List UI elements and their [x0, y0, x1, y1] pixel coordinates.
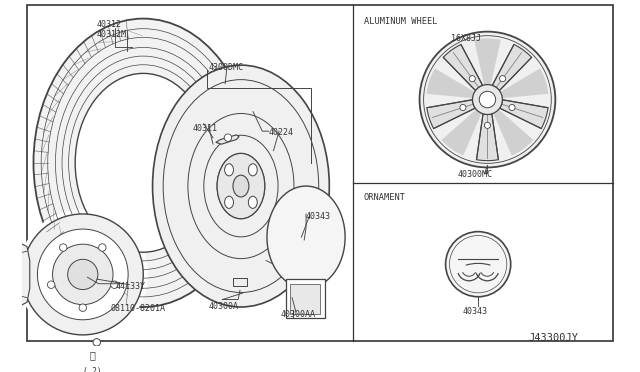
- Circle shape: [500, 76, 506, 82]
- Circle shape: [93, 339, 100, 346]
- Ellipse shape: [248, 164, 257, 176]
- Wedge shape: [493, 109, 533, 155]
- Ellipse shape: [225, 196, 234, 208]
- Text: Ⓑ: Ⓑ: [89, 350, 95, 360]
- Circle shape: [22, 214, 143, 335]
- Circle shape: [99, 244, 106, 251]
- Wedge shape: [500, 68, 548, 98]
- Text: 40224: 40224: [269, 128, 294, 137]
- Circle shape: [18, 209, 148, 340]
- Circle shape: [460, 105, 466, 110]
- Ellipse shape: [225, 164, 234, 176]
- Text: 08110-8201A: 08110-8201A: [111, 304, 166, 313]
- Circle shape: [479, 91, 495, 108]
- Polygon shape: [492, 45, 532, 91]
- Ellipse shape: [233, 175, 249, 197]
- Wedge shape: [474, 38, 500, 85]
- Circle shape: [509, 105, 515, 110]
- Text: ORNAMENT: ORNAMENT: [364, 193, 406, 202]
- Polygon shape: [477, 114, 499, 161]
- Ellipse shape: [75, 73, 211, 252]
- Wedge shape: [427, 68, 475, 98]
- Bar: [285, 279, 324, 318]
- Circle shape: [484, 122, 490, 128]
- Text: 44133Y: 44133Y: [115, 282, 145, 291]
- Circle shape: [445, 232, 511, 297]
- Text: 16X8JJ: 16X8JJ: [451, 35, 481, 44]
- Circle shape: [79, 304, 86, 311]
- Polygon shape: [427, 100, 476, 129]
- Polygon shape: [216, 135, 239, 144]
- Bar: [290, 284, 320, 314]
- Circle shape: [47, 281, 55, 288]
- Text: 40300AA: 40300AA: [281, 310, 316, 319]
- Circle shape: [469, 76, 476, 82]
- Text: J43300JY: J43300JY: [529, 333, 579, 343]
- Circle shape: [68, 259, 98, 289]
- Ellipse shape: [217, 153, 265, 219]
- Ellipse shape: [267, 186, 345, 288]
- Text: 40300A: 40300A: [209, 302, 238, 311]
- Circle shape: [472, 84, 502, 115]
- Ellipse shape: [33, 19, 253, 307]
- Polygon shape: [500, 100, 548, 129]
- Text: 40343: 40343: [306, 212, 331, 221]
- Text: 40343: 40343: [463, 307, 488, 316]
- Circle shape: [60, 244, 67, 251]
- Polygon shape: [444, 45, 483, 91]
- Text: ALUMINUM WHEEL: ALUMINUM WHEEL: [364, 17, 437, 26]
- Text: 40312: 40312: [97, 20, 122, 29]
- Polygon shape: [232, 278, 248, 286]
- Circle shape: [111, 281, 118, 288]
- Ellipse shape: [248, 196, 257, 208]
- Text: 4300DMC: 4300DMC: [209, 63, 243, 72]
- Text: ( 2): ( 2): [83, 366, 101, 372]
- Wedge shape: [442, 109, 481, 155]
- Circle shape: [37, 229, 128, 320]
- Text: 40300MC: 40300MC: [458, 170, 493, 179]
- Text: 40311: 40311: [193, 124, 218, 133]
- Polygon shape: [4, 242, 29, 307]
- Circle shape: [52, 244, 113, 305]
- Circle shape: [224, 134, 232, 141]
- Text: 40312M: 40312M: [97, 30, 127, 39]
- Ellipse shape: [152, 65, 330, 307]
- Circle shape: [420, 32, 556, 167]
